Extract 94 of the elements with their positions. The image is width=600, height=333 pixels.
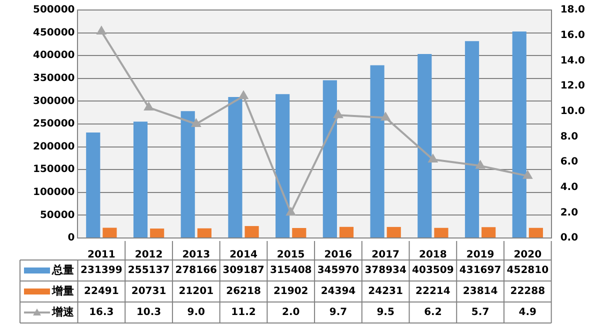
- bar: [133, 122, 148, 238]
- data-label: 9.5: [376, 307, 394, 318]
- data-label: 278166: [175, 265, 218, 276]
- y-tick-label: 250000: [33, 118, 75, 130]
- y-tick-label: 300000: [33, 96, 75, 107]
- y2-tick-label: 10.0: [560, 106, 586, 117]
- bar: [292, 228, 306, 238]
- data-label: 22214: [416, 286, 450, 298]
- point: [334, 110, 343, 118]
- y-tick-label: 50000: [40, 210, 75, 221]
- y2-tick-label: 8.0: [560, 131, 578, 142]
- legend-label: 增速: [51, 305, 75, 318]
- y2-tick-label: 4.0: [560, 182, 578, 193]
- x-tick-label: 2020: [514, 250, 542, 261]
- point: [286, 208, 296, 216]
- bar: [528, 228, 543, 238]
- data-label: 24231: [368, 286, 404, 298]
- data-label: 22491: [84, 286, 119, 298]
- y2-tick-label: 2.0: [560, 207, 578, 218]
- legend-label: 增量: [51, 284, 74, 298]
- data-label: 431697: [459, 265, 502, 276]
- data-label: 26218: [226, 286, 261, 298]
- x-tick-label: 2019: [466, 250, 494, 261]
- y-tick-label: 100000: [33, 186, 75, 198]
- bar: [180, 111, 195, 238]
- point: [523, 170, 532, 179]
- y2-tick-label: 0.0: [560, 232, 578, 244]
- y-tick-label: 400000: [33, 50, 75, 62]
- data-label: 5.7: [471, 307, 490, 318]
- x-tick-label: 2017: [372, 250, 400, 261]
- bar: [322, 80, 337, 238]
- bar: [370, 65, 384, 238]
- data-label: 20731: [131, 286, 166, 298]
- data-label: 4.9: [518, 307, 537, 318]
- bar: [464, 41, 480, 238]
- y2-tick-label: 12.0: [560, 80, 586, 92]
- y2-tick-label: 16.0: [560, 30, 586, 41]
- data-label: 2.0: [282, 307, 300, 318]
- y-tick-label: 150000: [33, 164, 75, 176]
- point: [476, 160, 485, 169]
- data-label: 452810: [506, 265, 549, 276]
- data-label: 21201: [178, 286, 214, 298]
- data-label: 231399: [80, 265, 122, 276]
- bar: [339, 226, 354, 238]
- y2-tick-label: 6.0: [560, 156, 578, 168]
- x-tick-label: 2014: [230, 250, 258, 261]
- x-tick-label: 2012: [134, 250, 163, 261]
- x-tick-label: 2016: [324, 250, 352, 261]
- point: [144, 102, 154, 111]
- data-label: 22288: [510, 286, 546, 298]
- bar: [386, 226, 401, 238]
- x-tick-label: 2013: [182, 250, 210, 261]
- bar: [228, 97, 242, 238]
- y-tick-label: 0: [68, 232, 75, 244]
- point: [192, 119, 201, 127]
- data-label: 21902: [273, 286, 308, 298]
- bar: [86, 132, 100, 238]
- y-tick-label: 450000: [33, 27, 75, 38]
- bar: [512, 32, 526, 238]
- data-label: 6.2: [424, 307, 442, 318]
- data-label: 24394: [320, 286, 356, 298]
- legend-label: 总量: [51, 263, 74, 276]
- data-label: 9.7: [329, 307, 348, 318]
- bar: [434, 228, 448, 238]
- data-label: 345970: [317, 265, 360, 276]
- data-label: 378934: [364, 265, 406, 276]
- data-label: 309187: [222, 265, 264, 276]
- data-label: 11.2: [231, 307, 256, 318]
- bar: [482, 227, 496, 238]
- x-tick-label: 2018: [419, 250, 447, 261]
- data-label: 9.0: [187, 307, 206, 318]
- bar: [244, 226, 259, 238]
- bar: [197, 228, 212, 238]
- data-label: 315408: [270, 265, 312, 276]
- bar: [102, 228, 117, 238]
- y-tick-label: 500000: [33, 4, 75, 16]
- x-tick-label: 2015: [276, 250, 305, 261]
- y2-tick-label: 18.0: [560, 4, 586, 16]
- point: [96, 26, 106, 35]
- y-tick-label: 200000: [33, 141, 75, 152]
- y-tick-label: 350000: [33, 72, 75, 84]
- data-label: 16.3: [89, 307, 114, 318]
- point: [381, 112, 390, 121]
- point: [428, 154, 438, 162]
- bar: [276, 94, 290, 238]
- y2-tick-label: 14.0: [560, 55, 586, 66]
- bar: [150, 228, 164, 238]
- bar: [418, 54, 432, 238]
- point: [239, 91, 248, 100]
- data-label: 403509: [412, 265, 454, 276]
- data-label: 23814: [462, 286, 498, 298]
- x-tick-label: 2011: [88, 250, 116, 261]
- data-label: 255137: [128, 265, 170, 276]
- data-label: 10.3: [136, 307, 162, 318]
